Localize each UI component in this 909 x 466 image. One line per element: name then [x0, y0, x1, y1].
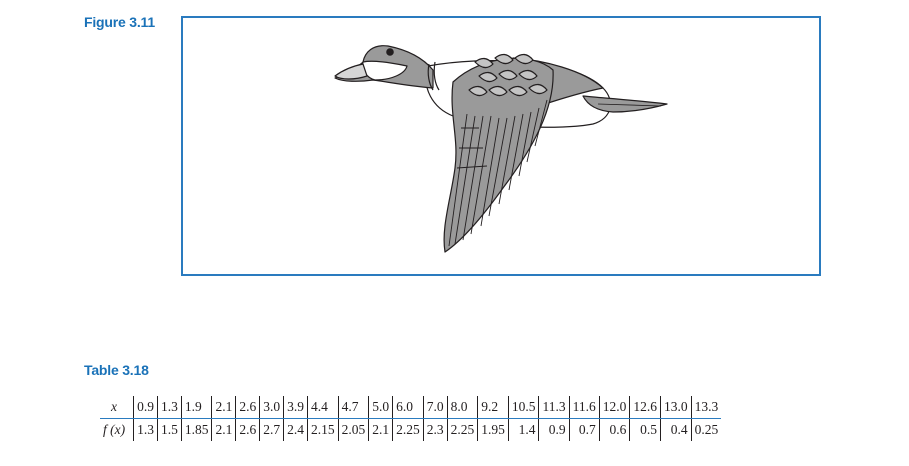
table-cell-f: 2.6 — [235, 418, 260, 441]
table-cell-x: 4.4 — [306, 396, 339, 419]
table-cell-x: 8.0 — [446, 396, 478, 419]
table-cell-f: 1.3 — [133, 418, 158, 441]
table-row-f: f (x) 1.3 1.5 1.85 2.1 2.6 2.7 2.4 2.15 2.05 2.1 2.… — [100, 418, 722, 441]
table-cell-f: 0.4 — [659, 418, 692, 441]
table-cell-x: 6.0 — [392, 396, 424, 419]
table-cell-x: 1.9 — [180, 396, 212, 419]
table-cell-x: 3.9 — [283, 396, 308, 419]
table-cell-f: 0.6 — [598, 418, 630, 441]
table-cell-f: 2.1 — [211, 418, 236, 441]
table-cell-f: 1.4 — [507, 418, 539, 441]
table-cell-f: 0.9 — [538, 418, 570, 441]
figure-label: Figure 3.11 — [84, 14, 155, 30]
table-cell-x: 7.0 — [422, 396, 448, 419]
table-cell-x: 9.2 — [477, 396, 509, 419]
table-cell-x: 2.1 — [211, 396, 236, 419]
duck-illustration — [334, 45, 668, 253]
table-cell-f: 0.5 — [629, 418, 661, 441]
figure-frame — [181, 16, 821, 276]
table-cell-x: 12.6 — [629, 396, 661, 419]
row-header-x: x — [100, 396, 134, 419]
table-cell-f: 1.85 — [180, 418, 212, 441]
table-cell-f: 2.1 — [368, 418, 393, 441]
table-cell-x: 10.5 — [507, 396, 539, 419]
table-cell-f: 2.15 — [306, 418, 339, 441]
table-cell-f: 0.7 — [568, 418, 600, 441]
table-cell-x: 2.6 — [235, 396, 260, 419]
table-row-x: x 0.9 1.3 1.9 2.1 2.6 3.0 3.9 4.4 4.7 5.0 6.0 7.0 8.0… — [100, 396, 722, 419]
table-cell-x: 1.3 — [156, 396, 182, 419]
table-cell-x: 11.6 — [568, 396, 600, 419]
table-cell-f: 1.95 — [477, 418, 509, 441]
table-cell-f: 0.25 — [690, 418, 722, 441]
table-cell-f: 2.25 — [392, 418, 424, 441]
table-cell-f: 2.05 — [337, 418, 369, 441]
table-cell-x: 11.3 — [538, 396, 570, 419]
table-label: Table 3.18 — [84, 362, 149, 378]
table-cell-f: 2.7 — [259, 418, 284, 441]
row-header-f: f (x) — [103, 422, 126, 437]
table-cell-x: 13.0 — [659, 396, 692, 419]
table-cell-x: 12.0 — [598, 396, 630, 419]
table-cell-x: 3.0 — [259, 396, 284, 419]
table-cell-x: 5.0 — [368, 396, 393, 419]
table-cell-f: 2.25 — [446, 418, 478, 441]
table-cell-x: 4.7 — [337, 396, 369, 419]
table-cell-f: 1.5 — [156, 418, 182, 441]
table-cell-x: 0.9 — [133, 396, 158, 419]
data-table: x 0.9 1.3 1.9 2.1 2.6 3.0 3.9 4.4 4.7 5.0 6.0 7.0 8.0… — [100, 396, 722, 441]
table-cell-f: 2.3 — [422, 418, 448, 441]
table-cell-x: 13.3 — [690, 396, 722, 419]
table-cell-f: 2.4 — [283, 418, 308, 441]
